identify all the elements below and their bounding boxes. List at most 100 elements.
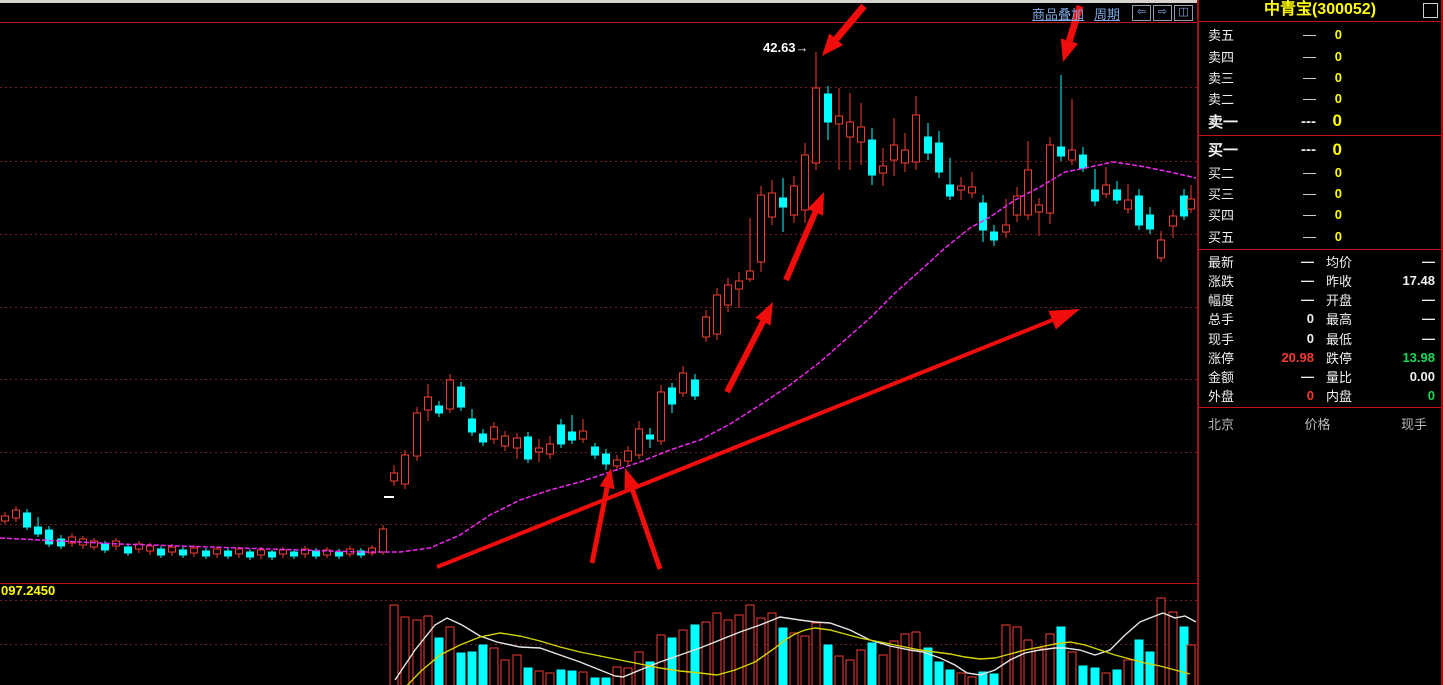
sell1-price: ---	[1301, 112, 1316, 130]
candlestick-chart-canvas[interactable]	[0, 0, 1197, 685]
stock-name-code: 中青宝(300052)	[1263, 1, 1377, 18]
buy5-label: 买五	[1208, 229, 1235, 245]
limit-up-value: 20.98	[1281, 349, 1314, 365]
latest-value: —	[1301, 254, 1314, 270]
limit-up-label: 涨停	[1208, 350, 1235, 366]
tick-list-header: 北京 价格 现手	[1199, 408, 1441, 433]
buy-row-5: 买五 — 0	[1199, 227, 1441, 246]
info-row-outer-inner: 外盘 0 内盘 0	[1208, 386, 1435, 405]
limit-down-value: 13.98	[1402, 349, 1435, 365]
chart-nav-buttons: ⇦ ⇨ ◫	[1132, 5, 1194, 21]
info-row-total-lots: 总手 0 最高 —	[1208, 309, 1435, 328]
tick-lots-column: 现手	[1400, 417, 1427, 432]
limit-down-label: 跌停	[1326, 350, 1353, 366]
buy1-label: 买一	[1208, 142, 1239, 160]
sell3-label: 卖三	[1208, 70, 1235, 86]
amplitude-label: 幅度	[1208, 293, 1235, 309]
sell4-label: 卖四	[1208, 49, 1235, 65]
inner-disc-value: 0	[1427, 387, 1435, 403]
open-label: 开盘	[1326, 293, 1353, 309]
outer-disc-label: 外盘	[1208, 388, 1235, 404]
buy5-volume: 0	[1334, 228, 1342, 244]
sell4-price: —	[1303, 48, 1316, 64]
buy4-price: —	[1303, 207, 1316, 223]
sell-row-2: 卖二 — 0	[1199, 89, 1441, 108]
buy4-label: 买四	[1208, 208, 1235, 224]
info-row-amplitude: 幅度 — 开盘 —	[1208, 290, 1435, 309]
tick-region-column: 北京	[1208, 417, 1235, 432]
buy-row-1: 买一 --- 0	[1199, 139, 1441, 160]
prev-close-label: 昨收	[1326, 274, 1353, 290]
sell1-label: 卖一	[1208, 113, 1239, 131]
sell2-volume: 0	[1334, 91, 1342, 107]
stock-title: 中青宝(300052)	[1199, 0, 1441, 22]
total-lots-value: 0	[1306, 311, 1314, 327]
latest-label: 最新	[1208, 255, 1235, 271]
buy-queue: 买一 --- 0 买二 — 0 买三 — 0 买四 — 0 买五 —	[1199, 136, 1441, 250]
avg-price-label: 均价	[1326, 255, 1353, 271]
sell3-price: —	[1303, 69, 1316, 85]
current-lots-value: 0	[1306, 330, 1314, 346]
low-label: 最低	[1326, 331, 1353, 347]
high-value: —	[1422, 311, 1435, 327]
info-row-change: 涨跌 — 昨收 17.48	[1208, 271, 1435, 290]
buy1-volume: 0	[1332, 139, 1342, 159]
amount-label: 金额	[1208, 369, 1235, 385]
buy1-price: ---	[1301, 141, 1316, 159]
buy-row-2: 买二 — 0	[1199, 163, 1441, 182]
buy3-label: 买三	[1208, 186, 1235, 202]
avg-price-value: —	[1422, 254, 1435, 270]
maximize-icon[interactable]	[1423, 3, 1438, 18]
sell-row-5: 卖五 — 0	[1199, 25, 1441, 44]
sell1-volume: 0	[1332, 111, 1342, 131]
volume-ratio-value: 0.00	[1409, 368, 1435, 384]
buy5-price: —	[1303, 228, 1316, 244]
period-link[interactable]: 周期	[1094, 6, 1121, 22]
info-row-limits: 涨停 20.98 跌停 13.98	[1208, 348, 1435, 367]
buy2-volume: 0	[1334, 164, 1342, 180]
buy2-price: —	[1303, 164, 1316, 180]
info-row-latest: 最新 — 均价 —	[1208, 252, 1435, 271]
buy-row-3: 买三 — 0	[1199, 184, 1441, 203]
buy3-volume: 0	[1334, 185, 1342, 201]
total-lots-label: 总手	[1208, 312, 1235, 328]
buy2-label: 买二	[1208, 165, 1235, 181]
inner-disc-label: 内盘	[1326, 388, 1353, 404]
overlay-link[interactable]: 商品叠加	[1032, 6, 1085, 22]
sell5-price: —	[1303, 27, 1316, 43]
sell2-label: 卖二	[1208, 92, 1235, 108]
high-label: 最高	[1326, 312, 1353, 328]
volume-pane-value-label: 097.2450	[1, 583, 56, 598]
scroll-left-icon[interactable]: ⇦	[1132, 5, 1152, 21]
peak-price-annotation: 42.63→	[763, 40, 809, 55]
buy4-volume: 0	[1334, 207, 1342, 223]
split-window-icon[interactable]: ◫	[1174, 5, 1194, 21]
quote-info-grid: 最新 — 均价 — 涨跌 — 昨收 17.48 幅度 — 开盘 — 总手 0 最…	[1199, 250, 1441, 408]
sell5-label: 卖五	[1208, 28, 1235, 44]
low-value: —	[1422, 330, 1435, 346]
chart-toolbar: 商品叠加 周期 ⇦ ⇨ ◫	[1032, 4, 1196, 22]
sell5-volume: 0	[1334, 27, 1342, 43]
sell3-volume: 0	[1334, 69, 1342, 85]
open-value: —	[1422, 292, 1435, 308]
window-top-edge	[0, 0, 1443, 3]
tick-price-column: 价格	[1304, 417, 1331, 432]
current-lots-label: 现手	[1208, 331, 1235, 347]
outer-disc-value: 0	[1306, 387, 1314, 403]
sell4-volume: 0	[1334, 48, 1342, 64]
info-row-current-lots: 现手 0 最低 —	[1208, 329, 1435, 348]
sell-row-1: 卖一 --- 0	[1199, 111, 1441, 132]
sell-queue: 卖五 — 0 卖四 — 0 卖三 — 0 卖二 — 0 卖一 ---	[1199, 22, 1441, 136]
prev-close-value: 17.48	[1402, 273, 1435, 289]
sell2-price: —	[1303, 91, 1316, 107]
quote-panel: 中青宝(300052) 卖五 — 0 卖四 — 0 卖三 — 0 卖二 —	[1197, 0, 1443, 685]
buy-row-4: 买四 — 0	[1199, 205, 1441, 224]
info-row-amount: 金额 — 量比 0.00	[1208, 367, 1435, 386]
change-value: —	[1301, 273, 1314, 289]
scroll-right-icon[interactable]: ⇨	[1153, 5, 1173, 21]
amplitude-value: —	[1301, 292, 1314, 308]
amount-value: —	[1301, 368, 1314, 384]
sell-row-3: 卖三 — 0	[1199, 68, 1441, 87]
sell-row-4: 卖四 — 0	[1199, 47, 1441, 66]
